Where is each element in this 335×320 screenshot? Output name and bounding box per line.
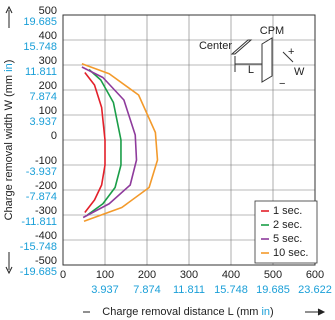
y-tick-label: -400: [35, 230, 57, 242]
y-tick-label: 300: [39, 55, 57, 67]
legend-label: 2 sec.: [273, 219, 302, 231]
x2-tick-label: 23.622: [298, 284, 332, 296]
y2-tick-label: -7.874: [26, 191, 57, 203]
y-tick-label: 400: [39, 30, 57, 42]
diagram-label: Center: [199, 40, 232, 52]
y2-tick-label: -15.748: [20, 241, 57, 253]
y-label-text: Charge removal width W (mm: [3, 72, 15, 221]
y-label-end: ): [3, 60, 15, 64]
y-tick-label: -500: [35, 255, 57, 267]
y-tick-label: 500: [39, 5, 57, 17]
y2-tick-label: -11.811: [21, 216, 57, 228]
x-label-end: ): [270, 306, 274, 318]
y2-tick-label: 19.685: [23, 16, 57, 28]
x-tick-label: 0: [60, 269, 66, 281]
x2-tick-label: 7.874: [133, 284, 161, 296]
y-tick-label: -100: [35, 155, 57, 167]
y2-tick-label: -3.937: [26, 166, 57, 178]
series-line: [81, 62, 159, 223]
x2-tick-label: 11.811: [173, 284, 205, 296]
x-tick-label: 100: [96, 269, 114, 281]
series-line: [81, 66, 138, 219]
x-tick-label: 500: [264, 269, 282, 281]
diagram: [230, 37, 294, 83]
y2-tick-label: 7.874: [29, 91, 57, 103]
diagram-label: CPM: [260, 25, 284, 37]
y-tick-label: -200: [35, 180, 57, 192]
y-tick-label: -300: [35, 205, 57, 217]
y2-tick-label: -19.685: [20, 266, 57, 278]
series-line: [84, 72, 106, 213]
legend-label: 5 sec.: [273, 233, 302, 245]
y-tick-label: 200: [39, 80, 57, 92]
x2-tick-label: 15.748: [214, 284, 248, 296]
diagram-label: W: [294, 66, 305, 78]
x-tick-label: 600: [306, 269, 324, 281]
diagram-label: L: [248, 64, 254, 76]
legend-label: 1 sec.: [273, 205, 302, 217]
y-tick-label: 0: [51, 130, 57, 142]
x-tick-label: 200: [138, 269, 156, 281]
diagram-label: −: [279, 78, 285, 90]
plot-frame: [62, 14, 316, 266]
x-label-arrows: [83, 308, 326, 316]
x-tick-label: 300: [180, 269, 198, 281]
y-label-unit: in: [3, 63, 15, 72]
x-tick-label: 400: [222, 269, 240, 281]
diagram-label: +: [288, 46, 294, 58]
x2-tick-label: 19.685: [256, 284, 290, 296]
x-label-unit: in: [261, 306, 270, 318]
legend-label: 10 sec.: [273, 247, 308, 259]
y-axis-label: Charge removal width W (mm in): [3, 60, 15, 221]
y2-tick-label: 3.937: [29, 116, 57, 128]
y2-tick-label: 15.748: [23, 41, 57, 53]
x-axis-label: Charge removal distance L (mm in): [102, 306, 273, 318]
x2-tick-label: 3.937: [91, 284, 119, 296]
y-tick-label: 100: [39, 105, 57, 117]
series-line: [86, 68, 122, 216]
y2-tick-label: 11.811: [25, 66, 57, 78]
y-label-arrows: [5, 5, 13, 275]
x-label-text: Charge removal distance L (mm: [102, 306, 261, 318]
